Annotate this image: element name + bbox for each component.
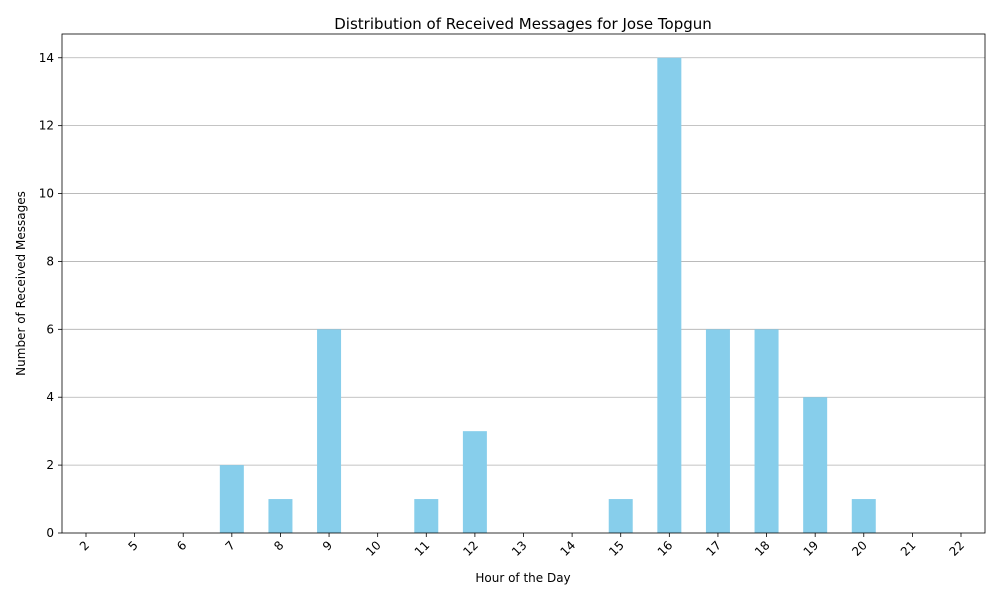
- bar-hour-9: [317, 329, 342, 533]
- bar-hour-11: [414, 499, 439, 533]
- y-tick-label: 2: [46, 458, 54, 472]
- y-tick-label: 6: [46, 322, 54, 336]
- y-tick-label: 8: [46, 254, 54, 268]
- plot-frame: [61, 33, 986, 534]
- y-tick-label: 0: [46, 526, 54, 540]
- y-tick-label: 4: [46, 390, 54, 404]
- x-tick-label: 22: [946, 538, 967, 559]
- x-axis-ticks: 2 5 6 7 8 9 10 11 12 13 14 15 16 17 18 19 20 21 22: [77, 533, 967, 559]
- x-tick-label: 15: [606, 538, 627, 559]
- x-tick-label: 11: [412, 538, 433, 559]
- bar-hour-8: [268, 499, 293, 533]
- x-tick-label: 14: [558, 538, 579, 559]
- x-tick-label: 12: [460, 538, 481, 559]
- bar-hour-19: [803, 397, 828, 533]
- x-axis-label: Hour of the Day: [475, 571, 570, 585]
- bar-hour-20: [851, 499, 876, 533]
- x-tick-label: 5: [125, 538, 140, 553]
- y-tick-label: 12: [39, 119, 54, 133]
- bar-hour-7: [219, 465, 244, 533]
- x-tick-label: 18: [752, 538, 773, 559]
- x-tick-label: 13: [509, 538, 530, 559]
- x-tick-label: 6: [174, 538, 189, 553]
- y-tick-label: 10: [39, 187, 54, 201]
- y-axis-label: Number of Received Messages: [14, 191, 28, 376]
- x-tick-label: 17: [703, 538, 724, 559]
- y-gridlines: [62, 57, 985, 466]
- x-tick-label: 7: [223, 538, 238, 553]
- bars: [219, 57, 876, 534]
- bar-hour-17: [705, 329, 730, 533]
- x-tick-label: 20: [849, 538, 870, 559]
- x-tick-label: 21: [898, 538, 919, 559]
- x-tick-label: 16: [655, 538, 676, 559]
- bar-hour-15: [608, 499, 633, 533]
- x-tick-label: 2: [77, 538, 92, 553]
- x-tick-label: 10: [363, 538, 384, 559]
- chart-title: Distribution of Received Messages for Jo…: [334, 15, 712, 33]
- bar-hour-12: [462, 431, 487, 533]
- y-axis-ticks: 0 2 4 6 8 10 12 14: [39, 51, 62, 540]
- x-tick-label: 8: [271, 538, 286, 553]
- bar-hour-18: [754, 329, 779, 533]
- bar-hour-16: [657, 57, 682, 534]
- x-tick-label: 19: [801, 538, 822, 559]
- x-tick-label: 9: [320, 538, 335, 553]
- y-tick-label: 14: [39, 51, 54, 65]
